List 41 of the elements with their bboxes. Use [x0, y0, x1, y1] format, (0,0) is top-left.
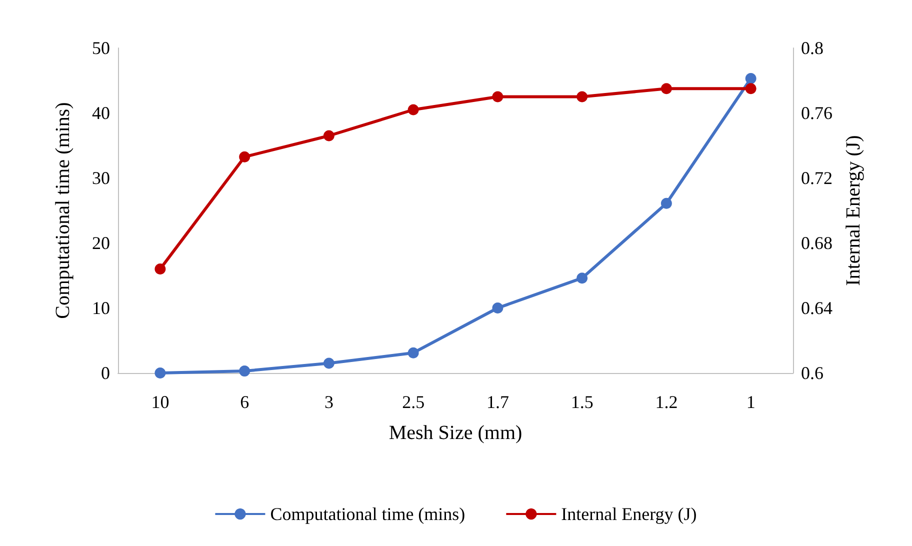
y2-tick-label: 0.8: [801, 38, 824, 58]
point: [239, 151, 250, 162]
y-tick-label: 0: [101, 363, 110, 383]
y2-tick-label: 0.64: [801, 298, 832, 318]
point: [745, 83, 756, 94]
x-tick-label: 1.5: [570, 392, 594, 412]
point: [492, 302, 504, 314]
y2-tick-label: 0.76: [801, 103, 832, 123]
y2-tick-label: 0.72: [801, 168, 832, 188]
y-tick-label: 30: [92, 168, 110, 188]
point: [154, 368, 166, 378]
point: [576, 91, 588, 102]
legend-label: Computational time (mins): [270, 504, 466, 524]
legend-label: Internal Energy (J): [561, 504, 697, 524]
point: [660, 198, 672, 209]
y2-tick-label: 0.68: [801, 233, 832, 253]
y-tick-label: 50: [92, 38, 110, 58]
point: [576, 272, 588, 284]
point: [154, 264, 166, 274]
x-tick-label: 2.5: [402, 392, 425, 412]
y2-tick-label: 0.6: [801, 363, 824, 383]
x-tick-label: 3: [324, 392, 334, 412]
y-tick-label: 10: [92, 298, 110, 318]
x-tick-label: 1.2: [655, 392, 678, 412]
x-tick-label: 10: [151, 392, 170, 412]
y-axis-title: Computational time (mins): [52, 102, 74, 319]
y2-axis-title: Internal Energy (J): [842, 135, 864, 286]
x-tick-label: 6: [240, 392, 250, 412]
point: [323, 130, 334, 142]
point: [660, 83, 672, 94]
x-tick-label: 1: [746, 392, 756, 412]
x-tick-label: 1.7: [486, 392, 509, 412]
y-tick-label: 20: [92, 233, 110, 253]
point: [492, 91, 504, 102]
point: [745, 73, 756, 84]
y-tick-label: 40: [92, 103, 110, 123]
point: [239, 366, 250, 377]
point: [408, 347, 419, 358]
point: [408, 104, 419, 116]
point: [323, 358, 334, 369]
x-axis-title: Mesh Size (mm): [388, 422, 522, 444]
